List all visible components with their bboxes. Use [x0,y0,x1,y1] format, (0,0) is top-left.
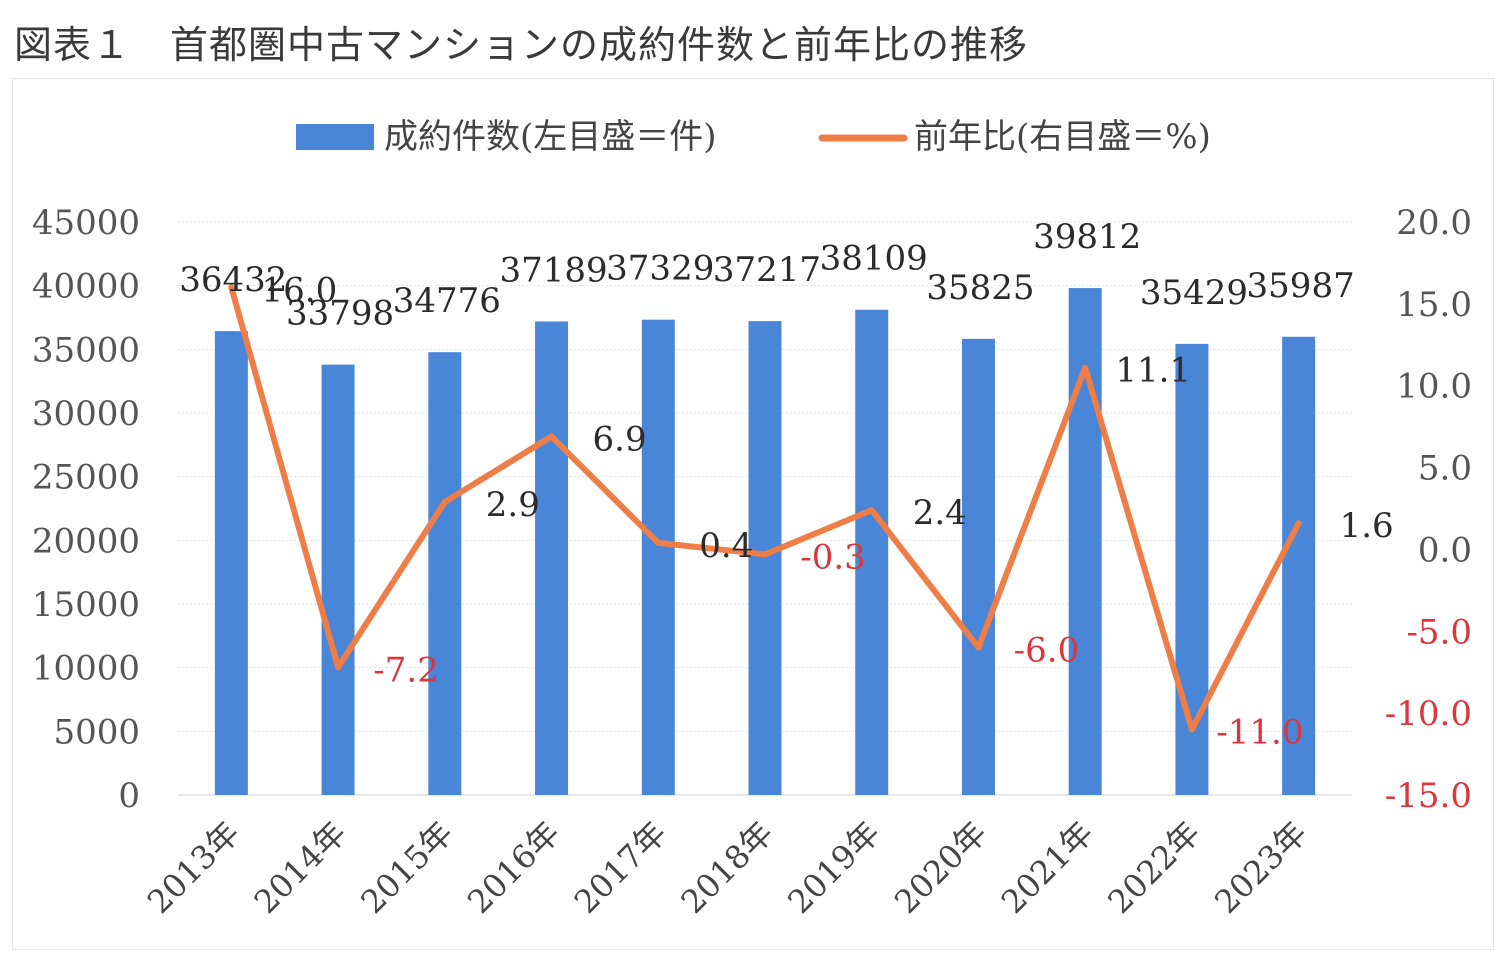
x-tick-label: 2020年 [887,814,994,921]
bar-value-label: 39812 [1033,217,1141,257]
right-tick-label: 10.0 [1396,367,1472,407]
right-tick-label: -10.0 [1385,694,1472,734]
legend: 成約件数(左目盛＝件) 前年比(右目盛＝%) [296,117,1211,157]
figure-title: 図表１ 首都圏中古マンションの成約件数と前年比の推移 [14,23,1029,67]
right-tick-label: 15.0 [1396,285,1472,325]
line-point [548,433,555,440]
line-point [228,284,235,291]
line-point [868,507,875,514]
left-tick-label: 35000 [32,330,140,370]
legend-label-bars: 成約件数(左目盛＝件) [384,117,717,157]
line-point [1082,364,1089,371]
right-tick-label: -5.0 [1406,612,1472,652]
x-tick-label: 2013年 [140,814,247,921]
bar-value-label: 38109 [820,239,928,279]
left-tick-label: 45000 [32,203,140,243]
line-value-label: 6.9 [593,419,647,459]
bar [641,319,675,795]
bar [214,331,248,795]
left-tick-label: 5000 [53,712,140,752]
left-tick-label: 10000 [32,649,140,689]
bar [748,321,782,795]
legend-label-line: 前年比(右目盛＝%) [914,117,1211,157]
right-tick-label: 5.0 [1418,449,1472,489]
bar-value-label: 33798 [286,294,394,334]
left-axis: 0 5000 10000 15000 20000 25000 30000 35000 40000… [32,203,140,816]
bar-value-label: 35825 [926,268,1034,308]
bar [961,338,995,795]
bar-value-label: 37329 [606,249,714,289]
line-value-label: 2.4 [913,493,967,533]
right-axis: -15.0 -10.0 -5.0 0.0 5.0 10.0 15.0 20.0 [1385,203,1472,816]
line-point [1295,520,1302,527]
left-tick-label: 40000 [32,267,140,307]
right-tick-label: -15.0 [1385,776,1472,816]
line-point [441,498,448,505]
bar-value-label: 34776 [393,281,501,321]
x-tick-label: 2022年 [1100,814,1207,921]
bar-value-label: 35429 [1140,273,1248,313]
x-tick-label: 2015年 [353,814,460,921]
bar [535,321,569,795]
line-value-label: -11.0 [1216,713,1303,753]
line-value-label: 16.0 [262,270,338,310]
legend-swatch-bars [296,124,374,150]
bar [1282,336,1316,795]
line-point [655,539,662,546]
line-series [228,284,1302,733]
x-tick-label: 2021年 [994,814,1101,921]
line-value-label: -6.0 [1014,631,1080,671]
x-tick-label: 2018年 [674,814,781,921]
left-tick-label: 20000 [32,521,140,561]
left-tick-label: 0 [118,776,140,816]
x-tick-label: 2023年 [1207,814,1314,921]
chart-frame [12,78,1494,950]
line-value-label: 11.1 [1115,351,1191,391]
line-value-label: 1.6 [1340,506,1394,546]
x-tick-label: 2014年 [247,814,354,921]
bar [321,364,355,795]
left-tick-label: 30000 [32,394,140,434]
x-tick-label: 2016年 [460,814,567,921]
x-axis: 2013年 2014年 2015年 2016年 2017年 2018年 2019年 2020年… [140,814,1314,921]
bars [214,288,1316,795]
bar-value-label: 36432 [179,260,287,300]
right-tick-label: 20.0 [1396,203,1472,243]
bar [855,309,889,795]
left-tick-label: 15000 [32,585,140,625]
bar-value-labels: 3643233798347763718937329372173810935825… [179,217,1354,334]
line-point [762,551,768,558]
right-tick-label: 0.0 [1418,530,1472,570]
line-value-label: -0.3 [800,537,866,577]
bar-value-label: 37189 [499,250,607,290]
left-tick-label: 25000 [32,458,140,498]
bar-value-label: 35987 [1247,266,1355,306]
line-value-label: 2.9 [486,485,540,525]
line-value-label: -7.2 [373,650,439,690]
line-value-label: 0.4 [699,526,753,566]
x-tick-label: 2017年 [567,814,674,921]
bar [428,352,462,795]
line-value-labels: 16.0 -7.2 2.9 6.9 0.4 -0.3 2.4 -6.0 11.1 -11.0 1.6 [262,270,1394,752]
x-tick-label: 2019年 [780,814,887,921]
bar [1068,288,1102,795]
line-point [975,644,982,651]
line-point [335,664,342,671]
line-point [1188,726,1195,733]
bar-value-label: 37217 [713,250,821,290]
